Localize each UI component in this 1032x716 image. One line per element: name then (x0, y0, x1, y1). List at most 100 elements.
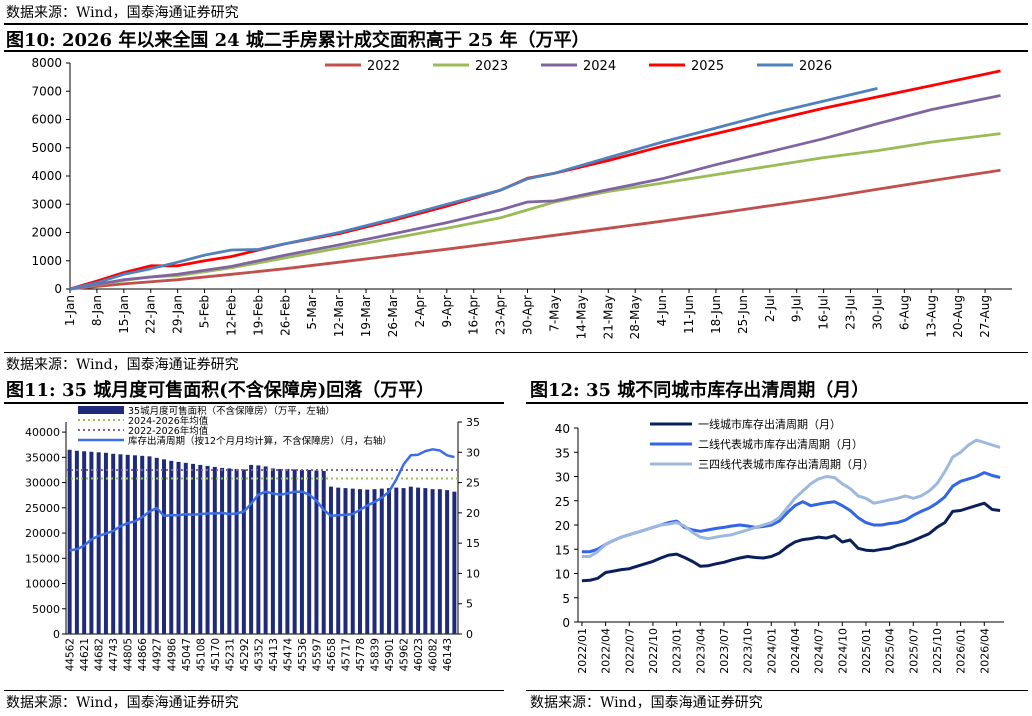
fig11-bar (358, 489, 362, 634)
fig11-bar (198, 464, 203, 634)
fig10-legend-label-2024: 2024 (583, 59, 616, 74)
fig12-y-tick-label: 5 (562, 592, 570, 606)
fig11-x-tick-label: 45839 (370, 638, 382, 671)
fig10-y-tick-label: 5000 (31, 141, 62, 155)
fig11-bar (416, 487, 421, 634)
fig12-x-tick-label: 2025/10 (931, 628, 944, 674)
fig11-bar (147, 456, 152, 634)
fig10-x-tick-label: 9-Apr (440, 295, 454, 328)
fig10-x-tick-label: 25-Jun (736, 295, 750, 334)
fig11-right-tick-label: 10 (466, 567, 480, 580)
fig11-x-tick-label: 45536 (297, 638, 309, 672)
fig11-bar (379, 488, 384, 634)
fig11-bar (372, 489, 377, 634)
fig11-bar (437, 489, 442, 634)
fig11-bar (256, 465, 261, 634)
fig11-bar (169, 460, 174, 634)
divider-fig11 (4, 402, 504, 404)
fig11-x-tick-label: 44743 (108, 638, 120, 671)
fig11-x-tick-label: 44682 (94, 638, 106, 671)
fig11-x-tick-label: 45170 (210, 638, 222, 671)
fig10-series-2024 (69, 94, 1001, 291)
fig12-series-tier34 (581, 438, 1001, 558)
fig10-source: 数据来源：Wind，国泰海通证券研究 (6, 357, 239, 373)
fig10-legend-label-2023: 2023 (475, 59, 508, 74)
fig10-x-tick-label: 21-May (601, 295, 615, 339)
fig10-legend-label-2022: 2022 (367, 59, 400, 74)
fig12-x-tick-label: 2026/04 (978, 628, 991, 674)
fig12-x-tick-label: 2023/10 (742, 628, 755, 674)
fig11-legend-label: 库存出清周期（按12个月月均计算，不含保障房）（月，右轴） (128, 435, 392, 447)
fig11-bar (118, 454, 123, 634)
fig11-bar (132, 455, 137, 634)
fig11-x-tick-label: 45901 (384, 638, 396, 671)
fig11-x-tick-label: 45658 (326, 638, 338, 671)
fig12-x-tick-label: 2024/07 (813, 628, 826, 674)
fig11-bar (140, 455, 145, 634)
fig11-x-tick-label: 45962 (399, 638, 411, 671)
fig11-bar (278, 468, 283, 634)
fig11-cycle-line (69, 448, 455, 552)
fig12-y-tick-label: 35 (555, 446, 570, 460)
fig11-bar (401, 488, 406, 634)
fig11-bar (299, 469, 304, 634)
fig10-series-2022 (69, 168, 1001, 291)
fig12-x-tick-label: 2024/10 (836, 628, 849, 674)
fig11-bar (263, 466, 268, 634)
fig11-legend-label: 2022-2026年均值 (128, 425, 209, 437)
fig10-legend-label-2025: 2025 (691, 59, 724, 74)
fig11-bar (220, 467, 225, 634)
fig11-right-tick-label: 5 (466, 598, 473, 611)
fig10-x-tick-label: 5-Feb (198, 295, 212, 328)
fig11-left-tick-label: 5000 (32, 603, 60, 616)
fig11-legend-label: 35城月度可售面积（不含保障房）（万平，左轴） (128, 405, 335, 417)
fig11-left-tick-label: 25000 (25, 502, 60, 515)
fig10-y-tick-label: 0 (54, 282, 62, 296)
fig10-x-tick-label: 27-Aug (978, 295, 992, 338)
fig11-bar (314, 470, 319, 634)
fig10-x-tick-label: 26-Mar (386, 295, 400, 337)
fig10-x-tick-label: 26-Feb (278, 295, 292, 336)
fig10-x-tick-label: 2-Jul (763, 295, 777, 322)
fig10-y-tick-label: 3000 (31, 197, 62, 211)
fig11-title: 图11: 35 城月度可售面积(不含保障房)回落（万平） (6, 380, 435, 401)
fig11-x-tick-label: 45474 (282, 638, 294, 672)
divider-fig10 (4, 50, 1028, 52)
fig11-bar (125, 454, 130, 634)
fig11-bar (387, 488, 392, 634)
fig10-y-tick-label: 6000 (31, 113, 62, 127)
fig11-bar (307, 469, 312, 634)
fig12-y-tick-label: 40 (555, 422, 570, 436)
fig11-left-tick-label: 35000 (25, 451, 60, 464)
fig11-x-tick-label: 44562 (65, 638, 77, 671)
fig11-x-tick-label: 45717 (340, 638, 352, 671)
fig11-x-tick-label: 45292 (239, 638, 251, 671)
fig10-series-2026 (69, 87, 878, 291)
fig11-bar (365, 489, 370, 634)
fig11-bar (183, 462, 188, 634)
fig12-y-tick-label: 15 (555, 543, 570, 557)
fig10-y-tick-label: 4000 (31, 169, 62, 183)
fig11-bar (162, 459, 166, 634)
fig11-bar (452, 491, 457, 634)
fig12-legend-label-tier2: 二线代表城市库存出清周期（月） (698, 437, 863, 451)
fig10-chart: 0 1000 2000 3000 4000 5000 6000 7000 8000 1-Jan 8-… (31, 56, 1012, 339)
fig10-x-tick-label: 7-May (547, 295, 561, 332)
fig11-bar (191, 463, 196, 634)
fig12-y-tick-label: 0 (562, 616, 570, 630)
fig10-title: 图10: 2026 年以来全国 24 城二手房累计成交面积高于 25 年（万平） (6, 30, 590, 51)
fig10-series-2023 (69, 132, 1001, 291)
fig12-x-tick-label: 2024/01 (765, 628, 778, 674)
fig10-x-tick-label: 14-May (574, 295, 588, 339)
fig12-legend-label-tier1: 一线城市库存出清周期（月） (698, 417, 841, 431)
fig10-x-tick-label: 15-Jan (117, 295, 131, 334)
fig11-right-tick-label: 20 (466, 507, 480, 520)
fig10-x-tick-label: 11-Jun (682, 295, 696, 334)
fig11-bar (336, 487, 341, 634)
fig11-bar (430, 489, 435, 634)
fig11-x-tick-label: 45597 (311, 638, 323, 671)
fig11-bar (67, 449, 72, 634)
fig11-bar (321, 470, 326, 634)
divider-fig12-bottom (526, 690, 1028, 691)
fig11-x-tick-label: 46023 (413, 638, 425, 671)
